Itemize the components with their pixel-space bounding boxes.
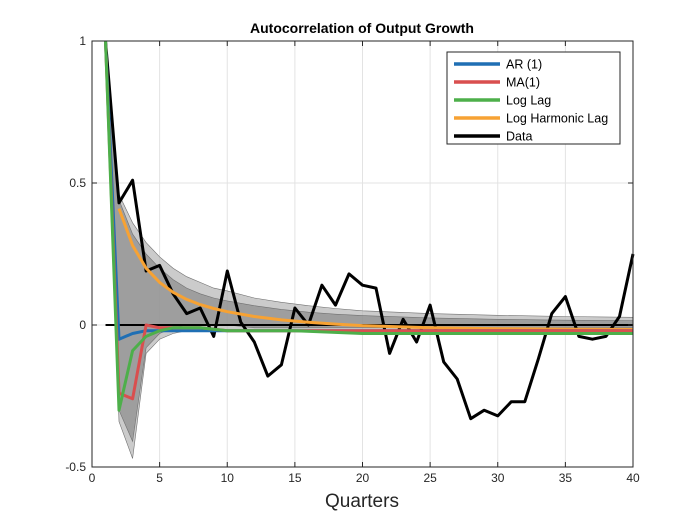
- x-tick-label: 5: [156, 471, 163, 485]
- x-tick-label: 30: [491, 471, 505, 485]
- legend-label: Log Lag: [506, 94, 551, 108]
- chart-title: Autocorrelation of Output Growth: [250, 20, 474, 36]
- legend: AR (1) MA(1) Log Lag Log Harmonic Lag Data: [446, 51, 621, 145]
- axis-ticks: 0 5 10 15 20 25 30 35 40-0.500.51: [65, 34, 640, 485]
- y-tick-label: 1: [79, 34, 86, 48]
- legend-box: [446, 51, 621, 145]
- y-tick-label: -0.5: [65, 460, 86, 474]
- series-lines: [104, 40, 635, 421]
- legend-label: AR (1): [506, 58, 542, 72]
- series-line-log-lag: [104, 40, 633, 412]
- legend-label: Data: [506, 130, 532, 144]
- x-tick-label: 15: [288, 471, 302, 485]
- series-line-data: [104, 40, 635, 421]
- x-axis-label: Quarters: [325, 491, 399, 512]
- x-tick-label: 10: [221, 471, 235, 485]
- x-tick-label: 25: [423, 471, 437, 485]
- legend-label: Log Harmonic Lag: [506, 112, 608, 126]
- y-tick-label: 0: [79, 318, 86, 332]
- y-tick-label: 0.5: [69, 176, 86, 190]
- legend-label: MA(1): [506, 76, 540, 90]
- x-tick-label: 40: [626, 471, 640, 485]
- x-tick-label: 35: [559, 471, 573, 485]
- x-tick-label: 0: [89, 471, 96, 485]
- series-line-log-harmonic-lag: [117, 208, 634, 331]
- x-tick-label: 20: [356, 471, 370, 485]
